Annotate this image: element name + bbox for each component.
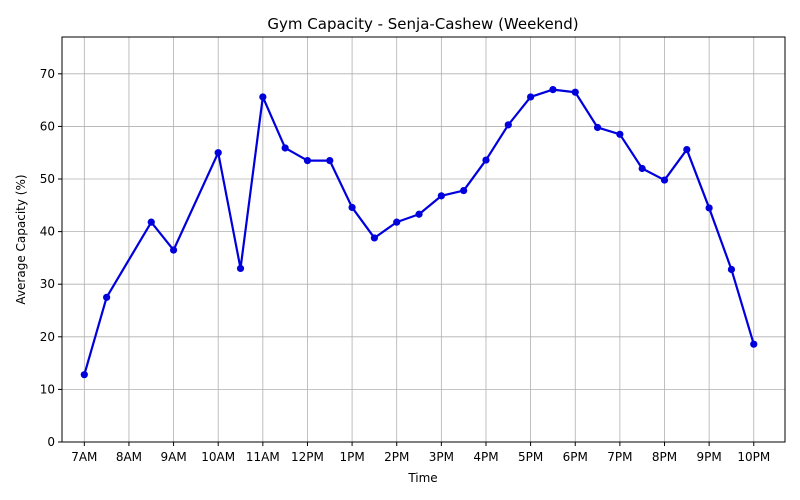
data-point (303, 157, 312, 165)
series-line (83, 88, 755, 375)
x-tick-label: 7PM (607, 450, 632, 464)
data-point (571, 88, 579, 96)
x-tick-label: 5PM (518, 450, 543, 464)
chart-title: Gym Capacity - Senja-Cashew (Weekend) (267, 15, 578, 33)
x-axis-title: Time (407, 471, 437, 485)
y-tick-label: 10 (40, 382, 55, 396)
x-tick-label: 4PM (473, 450, 498, 464)
x-tick-label: 9AM (160, 450, 186, 464)
data-point (370, 234, 379, 242)
x-tick-label: 11AM (246, 450, 280, 464)
data-point (705, 204, 713, 212)
data-point (393, 218, 401, 226)
data-point (638, 164, 646, 173)
data-point (460, 186, 468, 195)
y-axis-title: Average Capacity (%) (14, 174, 28, 304)
data-point (80, 371, 88, 379)
data-point (660, 176, 669, 184)
x-tick-label: 10PM (737, 450, 770, 464)
data-point (281, 144, 289, 152)
data-point (348, 203, 356, 212)
x-tick-label: 8AM (116, 450, 142, 464)
axis-ticks: 7AM 8AM 9AM 10AM 11AM 12PM 1PM 2PM 3PM 4PM 5PM 6PM 7… (40, 67, 770, 464)
x-tick-label: 1PM (339, 450, 364, 464)
data-point (750, 340, 758, 348)
x-tick-label: 3PM (429, 450, 454, 464)
data-point (593, 123, 602, 132)
x-tick-label: 9PM (697, 450, 722, 464)
data-point (727, 265, 736, 274)
data-point (415, 210, 423, 218)
data-point (103, 293, 111, 301)
x-tick-label: 8PM (652, 450, 677, 464)
data-point (527, 93, 535, 101)
grid (62, 37, 785, 443)
data-point (616, 130, 624, 138)
y-tick-label: 50 (40, 172, 55, 186)
data-point (482, 156, 490, 164)
y-tick-label: 40 (40, 225, 55, 239)
x-tick-label: 6PM (563, 450, 588, 464)
data-point (147, 218, 155, 226)
data-point (259, 93, 267, 101)
data-point (214, 149, 222, 157)
y-tick-label: 0 (47, 435, 55, 449)
y-tick-label: 70 (40, 67, 55, 81)
x-tick-label: 10AM (201, 450, 235, 464)
data-point (169, 246, 178, 254)
data-point (549, 85, 557, 94)
plot-frame (61, 36, 786, 443)
y-tick-label: 20 (40, 330, 55, 344)
data-point (437, 192, 445, 200)
x-tick-label: 7AM (71, 450, 97, 464)
data-point (236, 264, 245, 273)
data-point (683, 145, 691, 154)
x-tick-label: 2PM (384, 450, 409, 464)
x-tick-label: 12PM (291, 450, 324, 464)
series-group (80, 85, 758, 379)
y-tick-label: 60 (40, 119, 55, 133)
data-point (326, 157, 334, 165)
y-tick-label: 30 (40, 277, 55, 291)
data-point (504, 121, 512, 129)
